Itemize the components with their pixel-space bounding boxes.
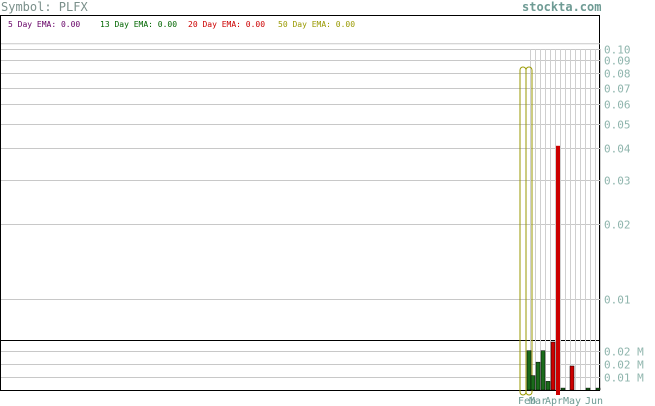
legend-entry-0: 5 Day EMA: 0.00	[8, 20, 80, 29]
price-tick-label: 0.04	[604, 143, 631, 156]
price-tick-label: 0.05	[604, 119, 631, 132]
price-axis: 0.100.090.08 0.07 0.06 0.05 0.04 0.03 0.02 0.01	[604, 44, 631, 307]
price-bar	[556, 145, 560, 395]
volume-bar	[526, 350, 532, 391]
volume-tick-label: 0.02 M	[604, 346, 644, 359]
price-tick-label: 0.03	[604, 175, 631, 188]
symbol-label: Symbol: PLFX	[1, 0, 88, 14]
legend-entry-1: 13 Day EMA: 0.00	[100, 20, 177, 29]
ema-legend: 5 Day EMA: 0.00 13 Day EMA: 0.00 20 Day EM…	[8, 20, 355, 29]
volume-bar	[540, 350, 546, 391]
volume-tick-label: 0.02 M	[604, 359, 644, 372]
date-tick-label: Jun	[585, 396, 603, 406]
legend-entry-2: 20 Day EMA: 0.00	[188, 20, 265, 29]
legend-entry-3: 50 Day EMA: 0.00	[278, 20, 355, 29]
volume-bar	[535, 361, 541, 391]
price-tick-label: 0.06	[604, 99, 631, 112]
brand-logo: stockta.com	[522, 0, 601, 14]
volume-series	[526, 341, 601, 391]
volume-bar	[595, 387, 601, 391]
price-bar	[519, 66, 527, 396]
price-tick-label: 0.10	[604, 44, 631, 57]
price-grid	[1, 43, 600, 300]
volume-bar	[550, 341, 556, 391]
date-tick-label: Feb	[518, 396, 536, 406]
volume-tick-label: 0.01 M	[604, 372, 644, 385]
date-tick-label: May	[563, 396, 581, 406]
volume-axis: 0.02 M0.02 M0.01 M	[604, 346, 644, 385]
volume-bar	[530, 375, 536, 391]
price-tick-label: 0.01	[604, 294, 631, 307]
volume-bar	[569, 365, 575, 391]
price-series	[519, 66, 560, 396]
date-tick-label: Mar	[529, 396, 547, 406]
date-tick-label: Apr	[545, 396, 563, 406]
price-tick-label: 0.02	[604, 219, 631, 232]
price-tick-label: 0.09	[604, 55, 631, 68]
volume-grid	[1, 351, 600, 378]
price-panel-frame	[0, 15, 600, 341]
price-tick-label: 0.08	[604, 68, 631, 81]
price-tick-label: 0.07	[604, 83, 631, 96]
date-gridlines	[530, 49, 601, 390]
volume-bar	[560, 387, 566, 391]
price-bar	[525, 66, 533, 396]
volume-bar	[585, 387, 591, 391]
volume-panel-frame	[0, 340, 600, 391]
volume-bar	[545, 381, 551, 391]
